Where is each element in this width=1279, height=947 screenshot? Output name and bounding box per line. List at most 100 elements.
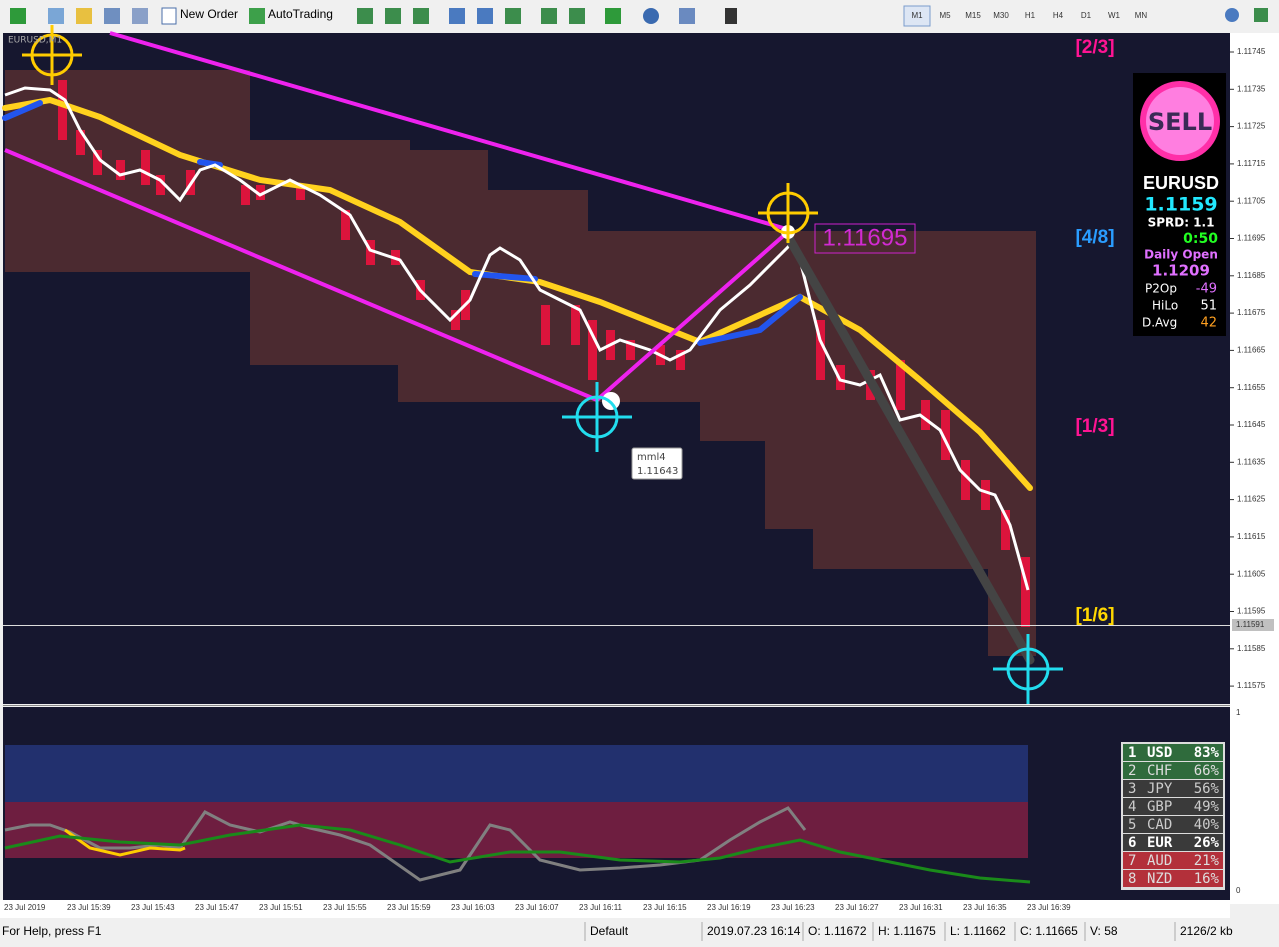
timeframe-button[interactable]: MN [1135, 11, 1148, 20]
price-label: 1.11725 [1237, 122, 1266, 131]
rank: 5 [1128, 817, 1136, 833]
price-label: 1.11645 [1237, 420, 1266, 429]
status-field: L: 1.11662 [950, 924, 1006, 938]
timeframe-button[interactable]: D1 [1081, 11, 1092, 20]
shape [697, 294, 803, 346]
shape [76, 8, 92, 24]
shape [413, 8, 429, 24]
timeframe-button[interactable]: W1 [1108, 11, 1121, 20]
strength-row [1123, 744, 1223, 761]
price-label: 1.11655 [1237, 383, 1266, 392]
candle [241, 185, 250, 205]
rank: 6 [1128, 835, 1136, 851]
strength-row [1123, 816, 1223, 833]
shape [2, 100, 43, 121]
shape [449, 8, 465, 24]
status-field: H: 1.11675 [878, 924, 936, 938]
signal-inner [1146, 87, 1214, 155]
price-label: 1.11685 [1237, 271, 1266, 280]
strength-pct: 40% [1194, 817, 1220, 833]
candle [116, 160, 125, 180]
status-field: For Help, press F1 [2, 924, 102, 938]
shape [132, 8, 148, 24]
currency: CAD [1147, 817, 1172, 833]
strength-pct: 83% [1194, 745, 1220, 761]
crosshairs [22, 25, 1063, 704]
price-label: 1.11575 [1237, 681, 1266, 690]
price-tag-box [814, 223, 916, 254]
strength-pct: 16% [1194, 871, 1220, 887]
shape [541, 8, 557, 24]
currency: GBP [1147, 799, 1172, 815]
new-order-button[interactable]: New Order [180, 7, 238, 21]
rank: 3 [1128, 781, 1136, 797]
shape [250, 140, 410, 365]
panel-price: 1.1159 [1144, 194, 1217, 216]
candle [93, 150, 102, 175]
daily-open-label: Daily Open [1144, 248, 1218, 262]
price-label: 1.11735 [1237, 84, 1266, 93]
shape [562, 382, 632, 452]
time-label: 23 Jul 16:23 [771, 903, 815, 912]
status-field: O: 1.11672 [808, 924, 867, 938]
indicator-axis-label: 0 [1236, 886, 1241, 895]
indicator-axis-label: 1 [1236, 708, 1241, 717]
current-price-box [1232, 619, 1274, 631]
shape [562, 382, 632, 452]
status-field: C: 1.11665 [1020, 924, 1078, 938]
candle [981, 480, 990, 510]
status-bar [0, 920, 1279, 943]
tooltip-name: mml4 [637, 452, 666, 463]
time-label: 23 Jul 15:39 [67, 903, 111, 912]
timeframe-button[interactable]: H4 [1053, 11, 1064, 20]
strength-pct: 66% [1194, 763, 1220, 779]
level-label: [1/3] [1075, 416, 1114, 437]
time-label: 23 Jul 16:35 [963, 903, 1007, 912]
timeframe-button[interactable]: M15 [965, 11, 981, 20]
price-label: 1.11585 [1237, 644, 1266, 653]
blue-ma-segments [2, 100, 803, 346]
level-label: [4/8] [1075, 227, 1114, 248]
timeframe-button[interactable]: M5 [939, 11, 951, 20]
rank: 2 [1128, 763, 1136, 779]
shape [679, 8, 695, 24]
panel-timer: 0:50 [1183, 231, 1218, 247]
candle [961, 460, 970, 500]
rank: 8 [1128, 871, 1136, 887]
price-label: 1.11615 [1237, 532, 1266, 541]
timeframe-button[interactable]: H1 [1025, 11, 1036, 20]
candle [896, 360, 905, 410]
rank: 4 [1128, 799, 1136, 815]
candle [626, 340, 635, 360]
time-label: 23 Jul 15:59 [387, 903, 431, 912]
shape [109, 31, 791, 232]
status-field: 2126/2 kb [1180, 924, 1233, 938]
price-label: 1.11625 [1237, 495, 1266, 504]
stat-value: 51 [1200, 299, 1217, 314]
shape [472, 271, 538, 282]
shape: 23 Jul 2019 23 Jul 15:39 23 Jul 15:43 23 Ju… [4, 903, 1071, 912]
timeframe-button[interactable]: M1 [911, 11, 923, 20]
timeframe-button[interactable]: M30 [993, 11, 1009, 20]
shape [477, 8, 493, 24]
time-label: 23 Jul 16:15 [643, 903, 687, 912]
shape [605, 8, 621, 24]
shape [643, 8, 659, 24]
status-field: V: 58 [1090, 924, 1118, 938]
level-label: [2/3] [1075, 37, 1114, 58]
time-label: 23 Jul 15:47 [195, 903, 239, 912]
tooltip-value: 1.11643 [637, 466, 678, 477]
candle [1021, 557, 1030, 627]
autotrading-button[interactable]: AutoTrading [268, 7, 333, 21]
stat-value: 42 [1200, 316, 1217, 331]
tooltip [631, 447, 683, 480]
shape: M1 M5 M15 M30 H1 H4 D1 W1 MN [911, 11, 1147, 20]
shape [993, 634, 1063, 704]
candle [921, 400, 930, 430]
toolbar [0, 0, 1279, 32]
price-label: 1.11705 [1237, 196, 1266, 205]
shape [758, 183, 818, 243]
toolbar-icons [10, 5, 1268, 27]
shape [385, 8, 401, 24]
stat-label: D.Avg [1142, 316, 1177, 330]
